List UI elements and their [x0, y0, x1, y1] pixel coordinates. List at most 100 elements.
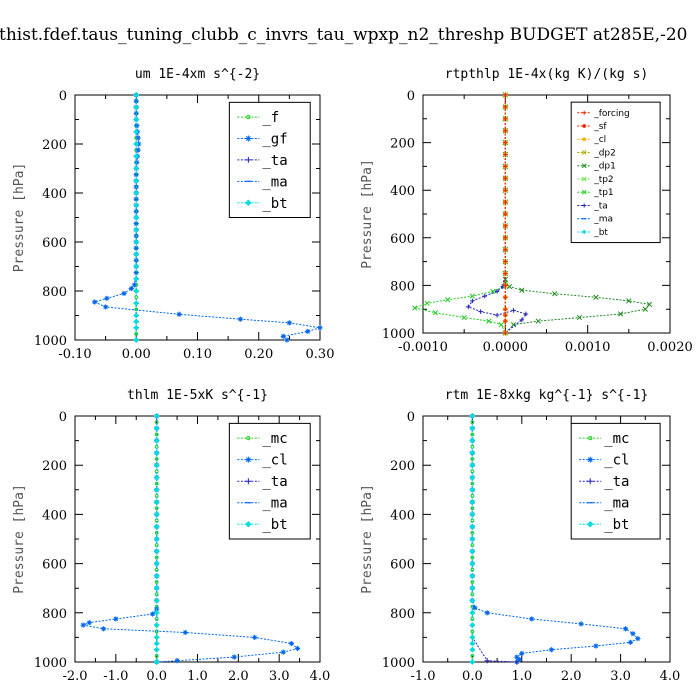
y-tick-label: 600 [390, 232, 415, 247]
legend-label: _ma [593, 215, 613, 225]
data-point [154, 481, 159, 486]
y-tick-label: 0 [59, 89, 67, 104]
data-point [133, 98, 139, 104]
data-point [494, 312, 500, 318]
data-point [490, 288, 496, 295]
y-tick-label: 200 [390, 459, 415, 474]
data-point [153, 511, 160, 518]
data-point [503, 318, 508, 324]
legend-marker [244, 199, 252, 207]
data-point [133, 196, 139, 202]
data-point [305, 328, 311, 335]
y-tick-label: 400 [42, 508, 67, 523]
y-axis-label: Pressure [hPa] [360, 484, 375, 594]
y-tick-label: 400 [42, 187, 67, 202]
data-point [174, 658, 180, 664]
data-point [469, 523, 476, 530]
series-bt [153, 413, 160, 665]
data-point [469, 622, 476, 629]
data-point [133, 239, 140, 245]
y-tick-label: 600 [390, 558, 415, 573]
legend-marker [587, 456, 594, 463]
legend-label: _ta [604, 474, 629, 490]
data-point [131, 282, 138, 288]
x-tick-label: 0.00 [122, 347, 151, 362]
data-point [469, 572, 476, 579]
y-tick-label: 0 [59, 410, 67, 425]
data-point [153, 640, 160, 647]
data-point [469, 486, 476, 493]
series-line [471, 416, 639, 663]
data-point [486, 318, 492, 324]
data-point [176, 311, 182, 317]
x-tick-label: 4.0 [310, 669, 331, 684]
data-point [86, 620, 92, 626]
data-point [133, 202, 140, 209]
legend-label: _bt [604, 517, 629, 533]
data-point [469, 536, 476, 542]
x-tick-label: -1.0 [410, 669, 435, 684]
data-point [133, 177, 140, 184]
data-point [469, 474, 476, 481]
legend-label: _ma [262, 174, 287, 190]
y-tick-label: 600 [42, 236, 67, 251]
data-point [182, 629, 188, 636]
legend-label: _f [262, 110, 279, 126]
y-axis-label: Pressure [hPa] [12, 484, 27, 594]
data-point [469, 597, 476, 604]
data-point [153, 449, 160, 456]
y-tick-label: 800 [390, 607, 415, 622]
data-point [153, 462, 160, 469]
legend-marker [581, 229, 587, 235]
data-point [133, 190, 140, 196]
data-point [100, 626, 107, 632]
data-point [503, 259, 508, 264]
legend: _mc _cl _ta _ma _bt [570, 422, 661, 540]
data-point [469, 659, 476, 665]
legend-marker [244, 520, 252, 528]
y-tick-label: 400 [390, 184, 415, 199]
panel-title: rtm 1E-8xkg kg^{-1} s^{-1} [445, 388, 649, 403]
data-point [646, 301, 653, 308]
x-tick-label: 3.0 [610, 669, 631, 684]
data-point [503, 128, 508, 133]
data-point [133, 226, 140, 233]
data-point [503, 199, 508, 205]
legend-marker [582, 124, 587, 129]
legend-label: _bt [262, 517, 287, 533]
panel-3: thlm 1E-5xK s^{-1} Pressure [hPa] -2.0 -1.0… [12, 388, 330, 684]
data-point [153, 425, 160, 432]
data-point [470, 506, 475, 511]
x-tick-label: 3.0 [269, 669, 290, 684]
legend-marker [246, 114, 251, 120]
x-tick-label: 0.30 [306, 347, 335, 362]
data-point [469, 634, 476, 641]
data-point [153, 622, 160, 629]
data-point [503, 271, 508, 276]
series-forcing [503, 92, 508, 336]
legend-marker [582, 203, 587, 208]
data-point [153, 413, 160, 419]
data-point [133, 270, 139, 276]
x-tick-label: 1.0 [187, 669, 208, 684]
legend-marker [588, 435, 593, 441]
y-tick-label: 200 [42, 138, 67, 153]
data-point [469, 462, 476, 469]
y-tick-label: 0 [407, 410, 415, 425]
legend-marker [245, 156, 252, 163]
data-point [153, 560, 160, 567]
data-point [469, 548, 476, 555]
data-point [149, 611, 156, 617]
legend-box [570, 422, 661, 540]
panel-title: um 1E-4xm s^{-2} [135, 67, 260, 82]
data-point [519, 650, 525, 656]
data-point [134, 123, 140, 129]
data-point [80, 622, 86, 628]
data-point [503, 247, 508, 252]
x-tick-label: 0.0020 [647, 340, 693, 355]
data-point [424, 300, 430, 306]
data-point [469, 437, 476, 444]
data-point [237, 316, 243, 322]
data-point [134, 159, 140, 165]
